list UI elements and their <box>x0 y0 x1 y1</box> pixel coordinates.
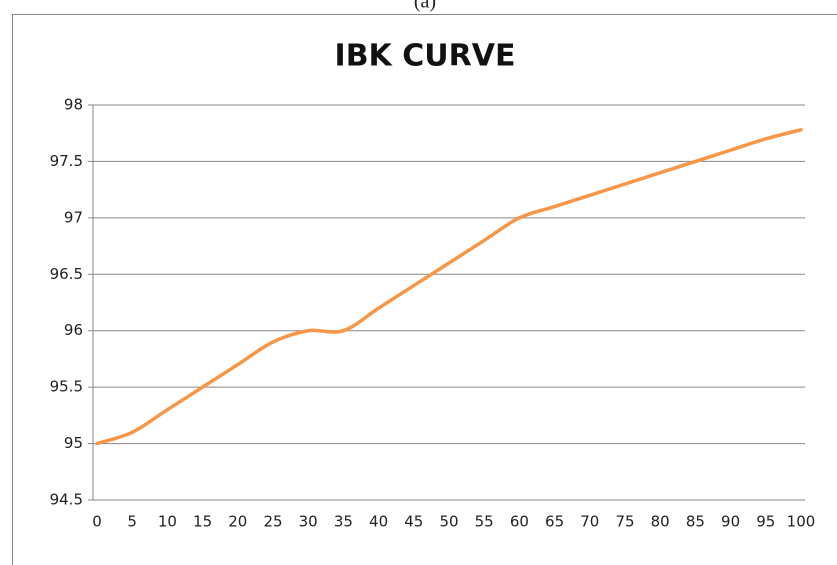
x-tick-label: 90 <box>721 513 740 531</box>
x-tick-label: 70 <box>580 513 599 531</box>
x-tick-label: 85 <box>686 513 705 531</box>
chart-title: IBK CURVE <box>335 39 516 74</box>
x-tick-label: 45 <box>404 513 423 531</box>
x-tick-label: 40 <box>369 513 388 531</box>
y-tick-label: 95 <box>64 434 83 452</box>
x-tick-label: 65 <box>545 513 564 531</box>
x-tick-label: 75 <box>615 513 634 531</box>
data-line <box>95 128 803 446</box>
x-tick-label: 60 <box>510 513 529 531</box>
x-tick-label: 20 <box>228 513 247 531</box>
caption: (a) <box>414 0 436 13</box>
y-tick-label: 96 <box>64 321 83 339</box>
y-tick-label: 97.5 <box>50 152 83 170</box>
y-tick-label: 94.5 <box>50 491 83 509</box>
x-tick-label: 5 <box>127 513 137 531</box>
x-tick-label: 35 <box>334 513 353 531</box>
x-tick-label: 10 <box>158 513 177 531</box>
y-tick-label: 97 <box>64 208 83 226</box>
x-tick-label: 30 <box>299 513 318 531</box>
x-tick-label: 50 <box>439 513 458 531</box>
x-tick-label: 55 <box>475 513 494 531</box>
x-tick-label: 80 <box>651 513 670 531</box>
x-tick-label: 15 <box>193 513 212 531</box>
x-tick-label: 100 <box>787 513 816 531</box>
y-tick-label: 98 <box>64 96 83 114</box>
x-tick-label: 25 <box>263 513 282 531</box>
chart-border <box>12 14 837 565</box>
x-tick-label: 0 <box>92 513 102 531</box>
y-tick-label: 95.5 <box>50 378 83 396</box>
x-tick-label: 95 <box>756 513 775 531</box>
y-tick-label: 96.5 <box>50 265 83 283</box>
